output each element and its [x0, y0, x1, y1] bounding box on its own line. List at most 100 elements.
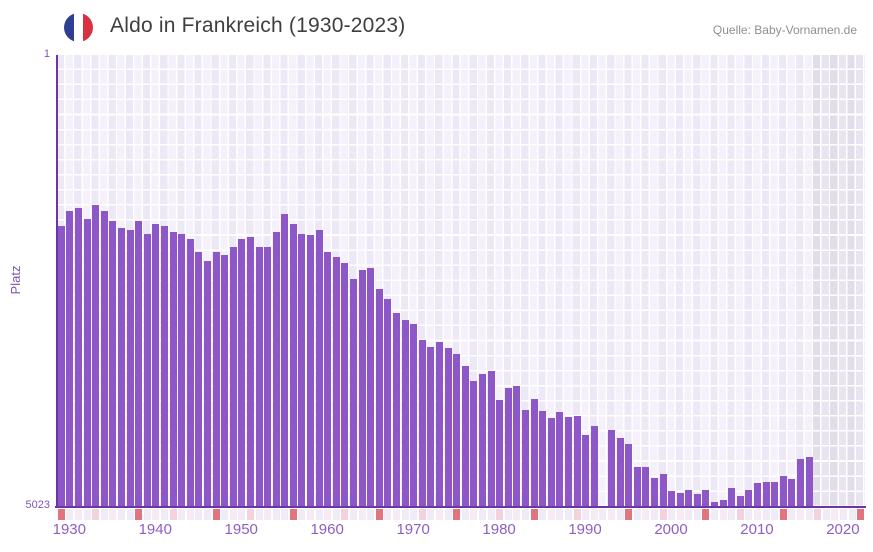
bar-1952[interactable] [246, 237, 254, 507]
bar-1986[interactable] [539, 410, 547, 507]
bar-1990[interactable] [573, 415, 581, 507]
heat-cell-1944 [178, 509, 186, 520]
bar-1972[interactable] [418, 339, 426, 507]
bar-1974[interactable] [436, 342, 443, 507]
bar-1946[interactable] [195, 251, 203, 507]
bar-1960[interactable] [315, 229, 323, 507]
bar-1956[interactable] [281, 213, 289, 507]
bar-1961[interactable] [324, 251, 332, 507]
bar-1971[interactable] [410, 323, 418, 507]
bar-1936[interactable] [109, 221, 117, 507]
bar-1976[interactable] [453, 354, 461, 507]
heat-cell-1987 [547, 509, 555, 520]
bar-2006[interactable] [711, 501, 719, 507]
bar-1969[interactable] [393, 313, 401, 507]
bar-1997[interactable] [633, 466, 641, 507]
bar-1957[interactable] [289, 223, 297, 507]
bar-1937[interactable] [117, 227, 125, 507]
bar-1965[interactable] [358, 270, 366, 507]
bar-1953[interactable] [255, 246, 263, 507]
bar-1987[interactable] [547, 418, 555, 507]
bar-1945[interactable] [186, 238, 194, 507]
heat-cell-1974 [436, 509, 443, 520]
bar-1966[interactable] [367, 267, 375, 507]
bar-1954[interactable] [264, 246, 272, 507]
bar-1932[interactable] [74, 208, 82, 507]
x-tick-label-1970: 1970 [396, 521, 430, 538]
bar-1994[interactable] [607, 429, 615, 507]
bar-1963[interactable] [341, 262, 349, 507]
bar-2014[interactable] [779, 476, 787, 507]
bar-2017[interactable] [805, 456, 813, 507]
bar-1940[interactable] [143, 233, 151, 507]
bar-1941[interactable] [152, 223, 160, 507]
bar-1935[interactable] [100, 211, 108, 507]
bar-2001[interactable] [668, 490, 676, 507]
bar-1988[interactable] [556, 411, 564, 507]
bar-2012[interactable] [762, 481, 770, 507]
bar-2013[interactable] [771, 481, 779, 507]
bar-1955[interactable] [272, 231, 280, 507]
bar-2010[interactable] [745, 489, 753, 507]
bar-2005[interactable] [702, 489, 710, 507]
bar-1970[interactable] [401, 320, 409, 507]
bar-1964[interactable] [350, 278, 358, 507]
bar-2016[interactable] [797, 458, 805, 507]
bar-1933[interactable] [83, 218, 91, 507]
bar-1958[interactable] [298, 233, 306, 507]
bar-1985[interactable] [530, 398, 538, 507]
bar-1930[interactable] [57, 225, 65, 507]
bar-1984[interactable] [521, 409, 529, 507]
bar-2011[interactable] [754, 482, 762, 507]
bar-1934[interactable] [92, 205, 100, 507]
bar-1942[interactable] [160, 225, 168, 507]
bar-1989[interactable] [564, 416, 572, 507]
bar-1977[interactable] [461, 366, 469, 507]
bar-2002[interactable] [676, 492, 684, 507]
bar-1968[interactable] [384, 299, 392, 507]
bar-2003[interactable] [685, 489, 693, 507]
page-title: Aldo in Frankreich (1930-2023) [110, 14, 406, 37]
bar-1995[interactable] [616, 437, 624, 507]
heat-cell-1965 [358, 509, 366, 520]
bar-1967[interactable] [375, 288, 383, 507]
bar-1944[interactable] [178, 233, 186, 507]
bar-1983[interactable] [513, 385, 521, 507]
heat-cell-1984 [521, 509, 529, 520]
bar-2000[interactable] [659, 473, 667, 507]
bar-1999[interactable] [650, 477, 658, 507]
bar-1939[interactable] [135, 221, 143, 507]
bar-1943[interactable] [169, 231, 177, 507]
bar-1991[interactable] [582, 434, 590, 507]
bar-1950[interactable] [229, 246, 237, 507]
heat-cell-1939 [135, 509, 143, 520]
bar-2007[interactable] [719, 499, 727, 507]
heat-cell-1996 [625, 509, 633, 520]
bar-1981[interactable] [496, 399, 504, 507]
heat-cell-1955 [272, 509, 280, 520]
bar-1975[interactable] [444, 347, 452, 507]
bar-1978[interactable] [470, 381, 478, 507]
bar-1973[interactable] [427, 347, 435, 507]
bar-1948[interactable] [212, 251, 220, 507]
bar-2008[interactable] [728, 487, 736, 507]
bar-2009[interactable] [736, 495, 744, 507]
bar-1980[interactable] [487, 371, 495, 507]
heat-cell-2005 [702, 509, 710, 520]
bar-1951[interactable] [238, 238, 246, 507]
bar-1982[interactable] [504, 388, 512, 507]
bar-2015[interactable] [788, 478, 796, 507]
bar-1947[interactable] [203, 261, 211, 507]
bar-1949[interactable] [221, 254, 229, 507]
bar-1962[interactable] [332, 256, 340, 507]
heat-cell-2001 [668, 509, 676, 520]
bar-1979[interactable] [478, 373, 486, 507]
bar-1959[interactable] [307, 235, 315, 507]
bar-1996[interactable] [625, 443, 633, 507]
bar-1931[interactable] [66, 211, 74, 507]
bar-1998[interactable] [642, 466, 650, 507]
heat-cell-1931 [66, 509, 74, 520]
bar-2004[interactable] [693, 493, 701, 507]
bar-1938[interactable] [126, 229, 134, 507]
bar-1992[interactable] [590, 425, 598, 507]
